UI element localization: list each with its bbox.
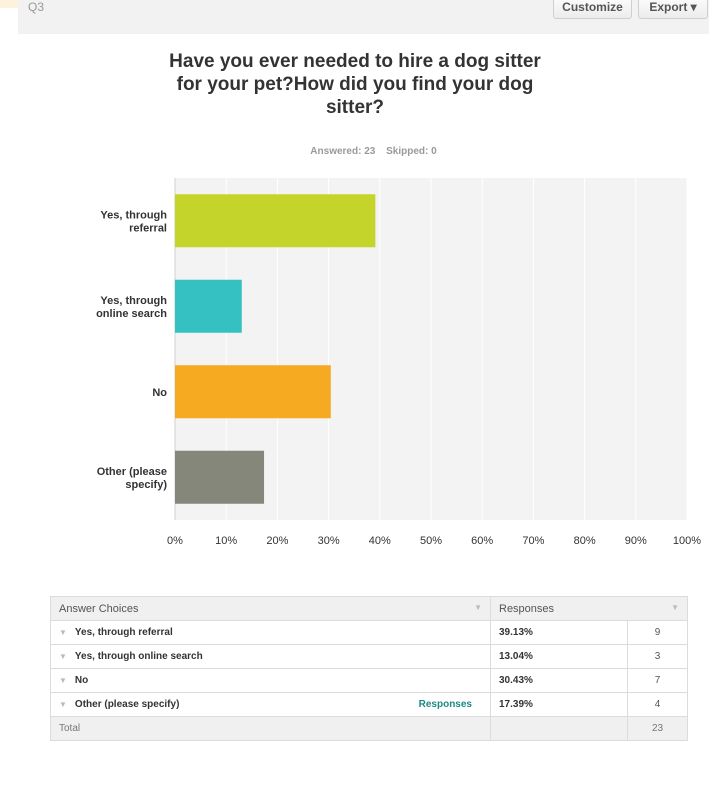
x-tick-label: 40% <box>369 535 391 547</box>
table-row: ▼ Other (please specify) Responses 17.39% … <box>50 692 688 717</box>
bar <box>175 194 376 248</box>
category-label: No <box>152 387 167 399</box>
total-count: 23 <box>627 716 688 741</box>
skipped-count: Skipped: 0 <box>386 146 437 157</box>
response-percent: 17.39% <box>490 692 628 717</box>
x-tick-label: 10% <box>215 535 237 547</box>
x-tick-label: 30% <box>318 535 340 547</box>
response-summary: Answered: 23 Skipped: 0 <box>0 146 709 157</box>
chart-title-line-2: for your pet?How did you find your dog <box>176 74 534 95</box>
total-row: Total 23 <box>50 716 688 741</box>
sort-caret-icon[interactable]: ▼ <box>474 602 482 612</box>
table-header-row: Answer Choices ▼ Responses ▼ <box>50 596 688 621</box>
chart-title-line-1: Have you ever needed to hire a dog sitte… <box>169 51 541 72</box>
expand-caret-icon[interactable]: ▼ <box>59 652 67 661</box>
responses-header[interactable]: Responses ▼ <box>490 596 688 621</box>
expand-caret-icon[interactable]: ▼ <box>59 676 67 685</box>
bar <box>175 365 331 419</box>
chart-title-line-3: sitter? <box>325 97 385 118</box>
category-label: specify) <box>125 479 167 491</box>
choice-label: No <box>74 675 89 686</box>
answer-choices-header[interactable]: Answer Choices ▼ <box>50 596 491 621</box>
answer-choices-header-label: Answer Choices <box>59 602 139 615</box>
choice-label: Yes, through referral <box>74 627 173 638</box>
table-row: ▼ Yes, through referral 39.13% 9 <box>50 620 688 645</box>
choice-label: Other (please specify) <box>74 699 180 710</box>
x-tick-label: 100% <box>673 535 701 547</box>
view-responses-link[interactable]: Responses <box>418 699 472 710</box>
chart-title: Have you ever needed to hire a dog sitte… <box>120 50 590 119</box>
response-percent: 39.13% <box>490 620 628 645</box>
category-label: Yes, through <box>100 295 167 307</box>
choice-cell: ▼ Yes, through referral <box>50 620 491 645</box>
expand-caret-icon[interactable]: ▼ <box>59 628 67 637</box>
responses-table: Answer Choices ▼ Responses ▼ ▼ Yes, throu… <box>50 596 688 741</box>
x-tick-label: 20% <box>266 535 288 547</box>
answered-count: Answered: 23 <box>310 146 376 157</box>
response-count: 7 <box>627 668 688 693</box>
response-percent: 30.43% <box>490 668 628 693</box>
response-count: 3 <box>627 644 688 669</box>
total-spacer <box>490 716 628 741</box>
x-tick-label: 80% <box>574 535 596 547</box>
total-label: Total <box>50 716 491 741</box>
choice-label: Yes, through online search <box>74 651 203 662</box>
x-tick-label: 70% <box>522 535 544 547</box>
choice-cell: ▼ No <box>50 668 491 693</box>
bar <box>175 450 265 504</box>
bar <box>175 279 242 333</box>
response-percent: 13.04% <box>490 644 628 669</box>
export-button[interactable]: Export ▾ <box>638 0 708 19</box>
table-row: ▼ No 30.43% 7 <box>50 668 688 693</box>
sort-caret-icon[interactable]: ▼ <box>671 602 679 612</box>
bar-chart: 0% 10% 20% 30% 40% 50% 60% 70% 80% 90% 100% Yes, th… <box>96 178 701 547</box>
x-tick-label: 90% <box>625 535 647 547</box>
expand-caret-icon[interactable]: ▼ <box>59 700 67 709</box>
table-row: ▼ Yes, through online search 13.04% 3 <box>50 644 688 669</box>
response-count: 4 <box>627 692 688 717</box>
responses-header-label: Responses <box>499 602 555 615</box>
response-count: 9 <box>627 620 688 645</box>
customize-button[interactable]: Customize <box>553 0 632 19</box>
category-label: Other (please <box>97 466 167 478</box>
question-number: Q3 <box>28 0 45 14</box>
x-tick-label: 60% <box>471 535 493 547</box>
x-tick-label: 50% <box>420 535 442 547</box>
choice-cell: ▼ Other (please specify) Responses <box>50 692 491 717</box>
category-label: online search <box>96 308 167 320</box>
category-label: Yes, through <box>100 209 167 221</box>
category-label: referral <box>129 222 167 234</box>
choice-cell: ▼ Yes, through online search <box>50 644 491 669</box>
x-tick-label: 0% <box>167 535 183 547</box>
